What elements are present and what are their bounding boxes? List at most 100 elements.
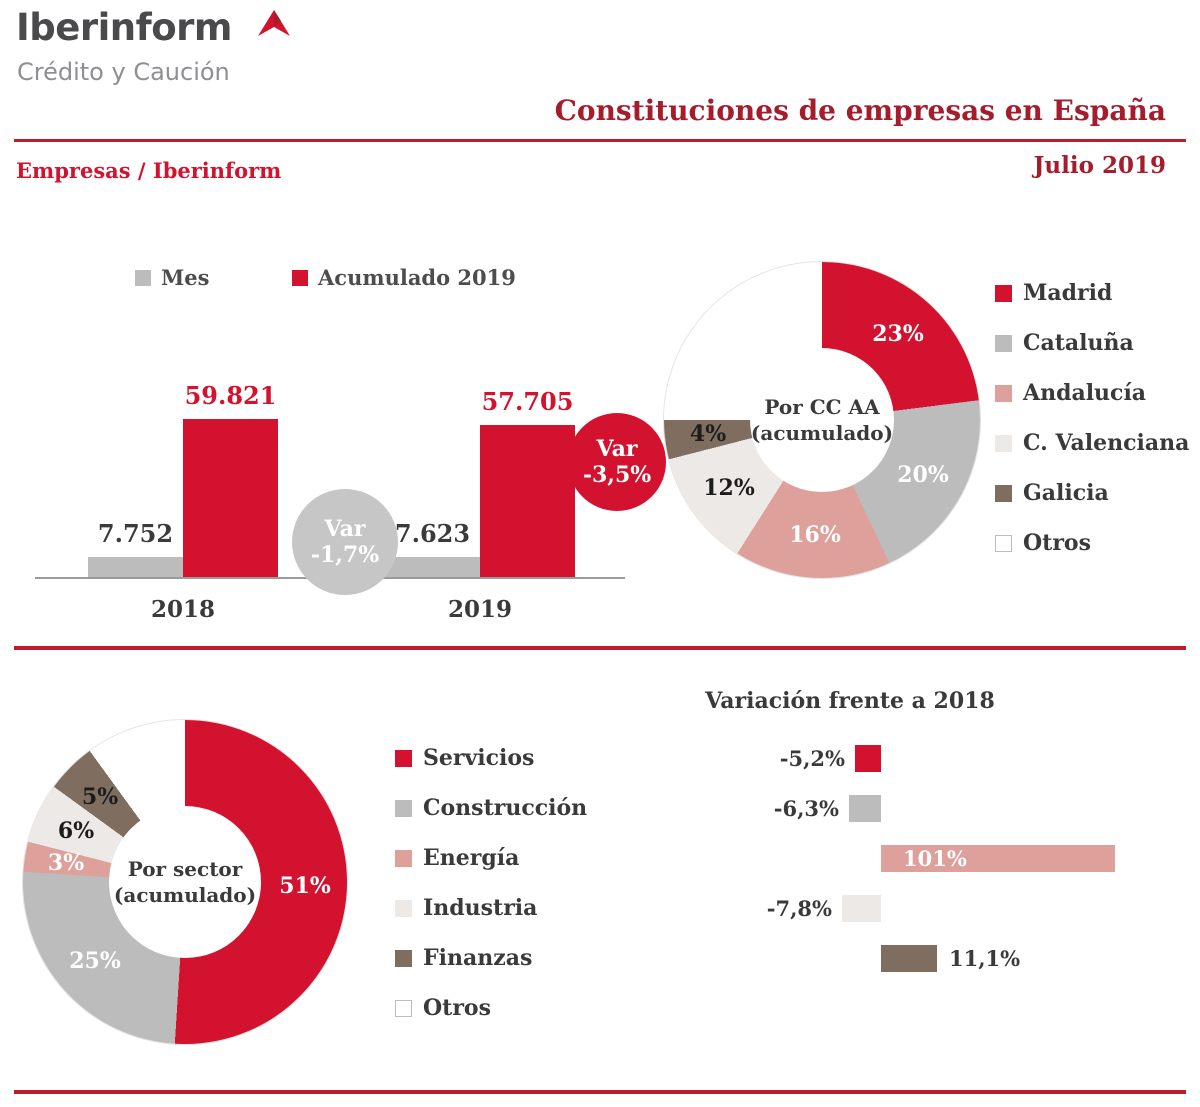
legend-item-industria: Industria	[395, 883, 675, 933]
legend-label: Otros	[1023, 530, 1091, 556]
segment-label-industria: 6%	[57, 818, 95, 844]
legend-swatch	[395, 799, 412, 817]
bar-acumulado-2019	[480, 425, 575, 577]
sector-legend: Servicios Construcción Energía Industria…	[395, 733, 675, 1033]
legend-label: Otros	[423, 995, 491, 1021]
segment-label-valenciana: 12%	[703, 475, 755, 501]
variation-value-label: -7,8%	[766, 896, 832, 921]
bar-value-label: 7.752	[97, 519, 174, 548]
legend-item-construccion: Construcción	[395, 783, 675, 833]
variation-value-label: -6,3%	[773, 796, 839, 821]
legend-label: Andalucía	[1023, 380, 1147, 406]
date-label: Julio 2019	[1033, 152, 1166, 179]
ccaa-donut-ring: 23% 20% 16% 12% 4% Por CC AA (acumulado)	[664, 262, 980, 578]
variation-badge-value: -3,5%	[582, 462, 652, 488]
donut-center-title: Por CC AA	[764, 395, 880, 419]
segment-label-construccion: 25%	[69, 948, 121, 974]
legend-swatch	[395, 949, 412, 967]
legend-swatch	[995, 284, 1012, 302]
variation-bar-finanzas	[881, 945, 937, 972]
x-axis-label-2018: 2018	[150, 596, 215, 623]
variation-value-label: 101%	[903, 846, 967, 871]
logo-mark-icon	[254, 8, 292, 42]
variation-value-label: -5,2%	[779, 746, 845, 771]
legend-swatch-acumulado	[292, 269, 308, 286]
segment-label-finanzas: 5%	[81, 784, 119, 810]
variation-badge-title: Var	[324, 515, 366, 542]
bar-column-acumulado-2018: 59.821	[183, 381, 278, 577]
legend-item-otros: Otros	[395, 983, 675, 1033]
ccaa-donut-chart: 23% 20% 16% 12% 4% Por CC AA (acumulado)	[640, 250, 1200, 620]
bar-column-mes-2019: 7.623	[385, 519, 480, 577]
segment-label-andalucia: 16%	[789, 522, 841, 548]
variation-row-finanzas: 11,1%	[690, 945, 1190, 972]
bar-value-label: 59.821	[184, 381, 277, 410]
x-axis-label-2019: 2019	[447, 596, 512, 623]
variation-badge-2018: Var -1,7%	[292, 489, 398, 595]
variation-bar-servicios	[855, 745, 881, 772]
bar-column-mes-2018: 7.752	[88, 519, 183, 577]
legend-item-valenciana: C. Valenciana	[995, 418, 1195, 468]
legend-swatch	[395, 999, 412, 1017]
legend-swatch	[995, 434, 1012, 452]
legend-label: Finanzas	[423, 945, 533, 971]
legend-label: Madrid	[1023, 280, 1113, 306]
legend-item-cataluna: Cataluña	[995, 318, 1195, 368]
segment-label-energia: 3%	[47, 850, 85, 876]
donut-center-subtitle: (acumulado)	[113, 883, 257, 907]
bar-acumulado-2018	[183, 419, 278, 577]
brand-logo-text: Iberinform	[16, 6, 232, 49]
variation-badge-2019: Var -3,5%	[568, 413, 666, 511]
segment-label-servicios: 51%	[279, 873, 331, 899]
legend-swatch	[395, 899, 412, 917]
variation-row-industria: -7,8%	[690, 895, 1190, 922]
donut-center-title: Por sector	[127, 857, 243, 881]
monthly-bar-chart: Mes Acumulado 2019 7.752 59.821 7.623 57…	[30, 255, 680, 647]
ccaa-donut-center: Por CC AA (acumulado)	[750, 348, 894, 492]
page-title: Constituciones de empresas en España	[554, 94, 1166, 127]
variation-bar-construccion	[849, 795, 881, 822]
variation-bar-energia	[881, 845, 1115, 872]
bar-value-label: 57.705	[481, 387, 574, 416]
legend-item-servicios: Servicios	[395, 733, 675, 783]
variation-bar-industria	[842, 895, 881, 922]
legend-swatch	[395, 849, 412, 867]
variation-row-energia: 101%	[690, 845, 1190, 872]
legend-item-galicia: Galicia	[995, 468, 1195, 518]
legend-item-finanzas: Finanzas	[395, 933, 675, 983]
bar-column-acumulado-2019: 57.705	[480, 387, 575, 577]
legend-swatch-mes	[135, 269, 151, 286]
legend-label: Construcción	[423, 795, 588, 821]
legend-swatch	[995, 484, 1012, 502]
legend-swatch	[995, 384, 1012, 402]
footer-divider	[14, 1090, 1186, 1094]
variation-badge-title: Var	[596, 435, 638, 462]
legend-swatch	[395, 749, 412, 767]
segment-label-madrid: 23%	[872, 321, 924, 347]
section-divider	[14, 646, 1186, 650]
legend-item-acumulado: Acumulado 2019	[292, 265, 516, 290]
brand-tagline: Crédito y Caución	[17, 58, 230, 86]
variation-row-construccion: -6,3%	[690, 795, 1190, 822]
legend-label: Energía	[423, 845, 520, 871]
segment-label-cataluna: 20%	[897, 462, 949, 488]
ccaa-legend: Madrid Cataluña Andalucía C. Valenciana …	[995, 268, 1195, 568]
legend-swatch	[995, 334, 1012, 352]
variation-badge-value: -1,7%	[310, 542, 380, 568]
variation-chart-title: Variación frente a 2018	[705, 688, 995, 714]
variation-bar-chart: Variación frente a 2018 -5,2% -6,3% 101%…	[690, 688, 1190, 1018]
bar-value-label: 7.623	[394, 519, 471, 548]
bar-mes-2018	[88, 557, 183, 577]
sector-donut-center: Por sector (acumulado)	[109, 806, 261, 958]
legend-item-mes: Mes	[135, 265, 209, 290]
variation-value-label: 11,1%	[949, 946, 1021, 971]
donut-center-subtitle: (acumulado)	[750, 421, 894, 445]
header-divider	[14, 139, 1186, 142]
legend-swatch	[995, 534, 1012, 552]
legend-label: Galicia	[1023, 480, 1109, 506]
bar-mes-2019	[385, 557, 480, 577]
legend-label: Servicios	[423, 745, 535, 771]
legend-label: C. Valenciana	[1023, 430, 1190, 456]
legend-item-energia: Energía	[395, 833, 675, 883]
legend-item-andalucia: Andalucía	[995, 368, 1195, 418]
